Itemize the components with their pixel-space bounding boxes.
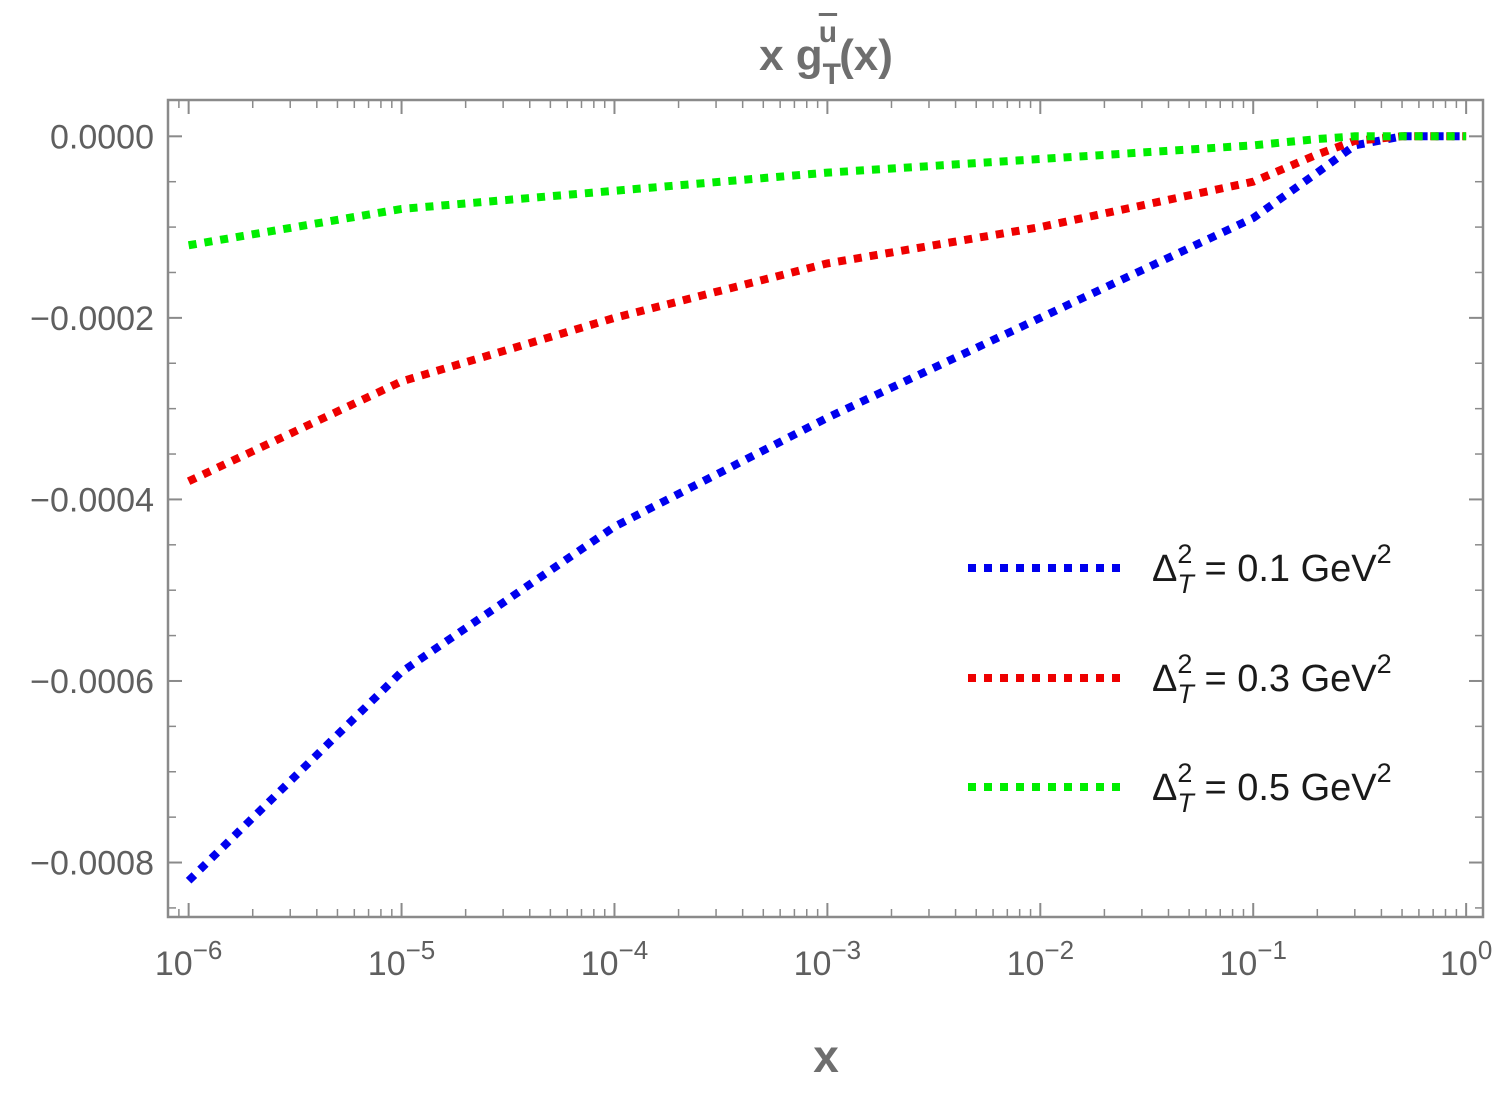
plot-frame: [166, 98, 1485, 919]
series-line-2: [186, 132, 1467, 485]
legend-label-2: Δ2 T = 0.3 GeV2: [1152, 649, 1392, 709]
x-tick-label: 10−5: [368, 935, 435, 983]
series-line-3: [187, 132, 1467, 250]
series: [185, 132, 1467, 884]
y-tick-label: 0.0000: [50, 118, 154, 156]
x-tick-label: 100: [1440, 935, 1492, 983]
y-tick-label: −0.0008: [30, 845, 154, 883]
legend-label-3: Δ2 T = 0.5 GeV2: [1152, 758, 1392, 818]
x-tick-label: 10−4: [581, 935, 648, 983]
x-axis-label: x: [813, 1030, 839, 1082]
x-tick-label: 10−1: [1219, 935, 1286, 983]
title-superscript: u: [819, 16, 837, 49]
legend: Δ2 T = 0.1 GeV2 Δ2 T = 0.3 GeV2 Δ2 T = 0.5 Ge…: [968, 539, 1392, 818]
chart-title: x gTu(x): [759, 16, 893, 91]
series-line-1: [185, 132, 1467, 884]
title-suffix: (x): [839, 31, 893, 80]
y-tick-label: −0.0004: [30, 481, 154, 519]
legend-label-1: Δ2 T = 0.1 GeV2: [1152, 539, 1392, 599]
x-tick-label: 10−3: [794, 935, 861, 983]
ticks: 10−6 10−5 10−4 10−3 10−2 10−1 100 0.0000 −0.0002…: [30, 100, 1492, 983]
y-tick-label: −0.0002: [30, 300, 154, 338]
y-tick-label: −0.0006: [30, 663, 154, 701]
x-tick-label: 10−2: [1007, 935, 1074, 983]
title-subscript: T: [823, 58, 841, 91]
title-prefix: x g: [759, 31, 823, 80]
axes: [166, 98, 1485, 919]
x-tick-label: 10−6: [155, 935, 222, 983]
